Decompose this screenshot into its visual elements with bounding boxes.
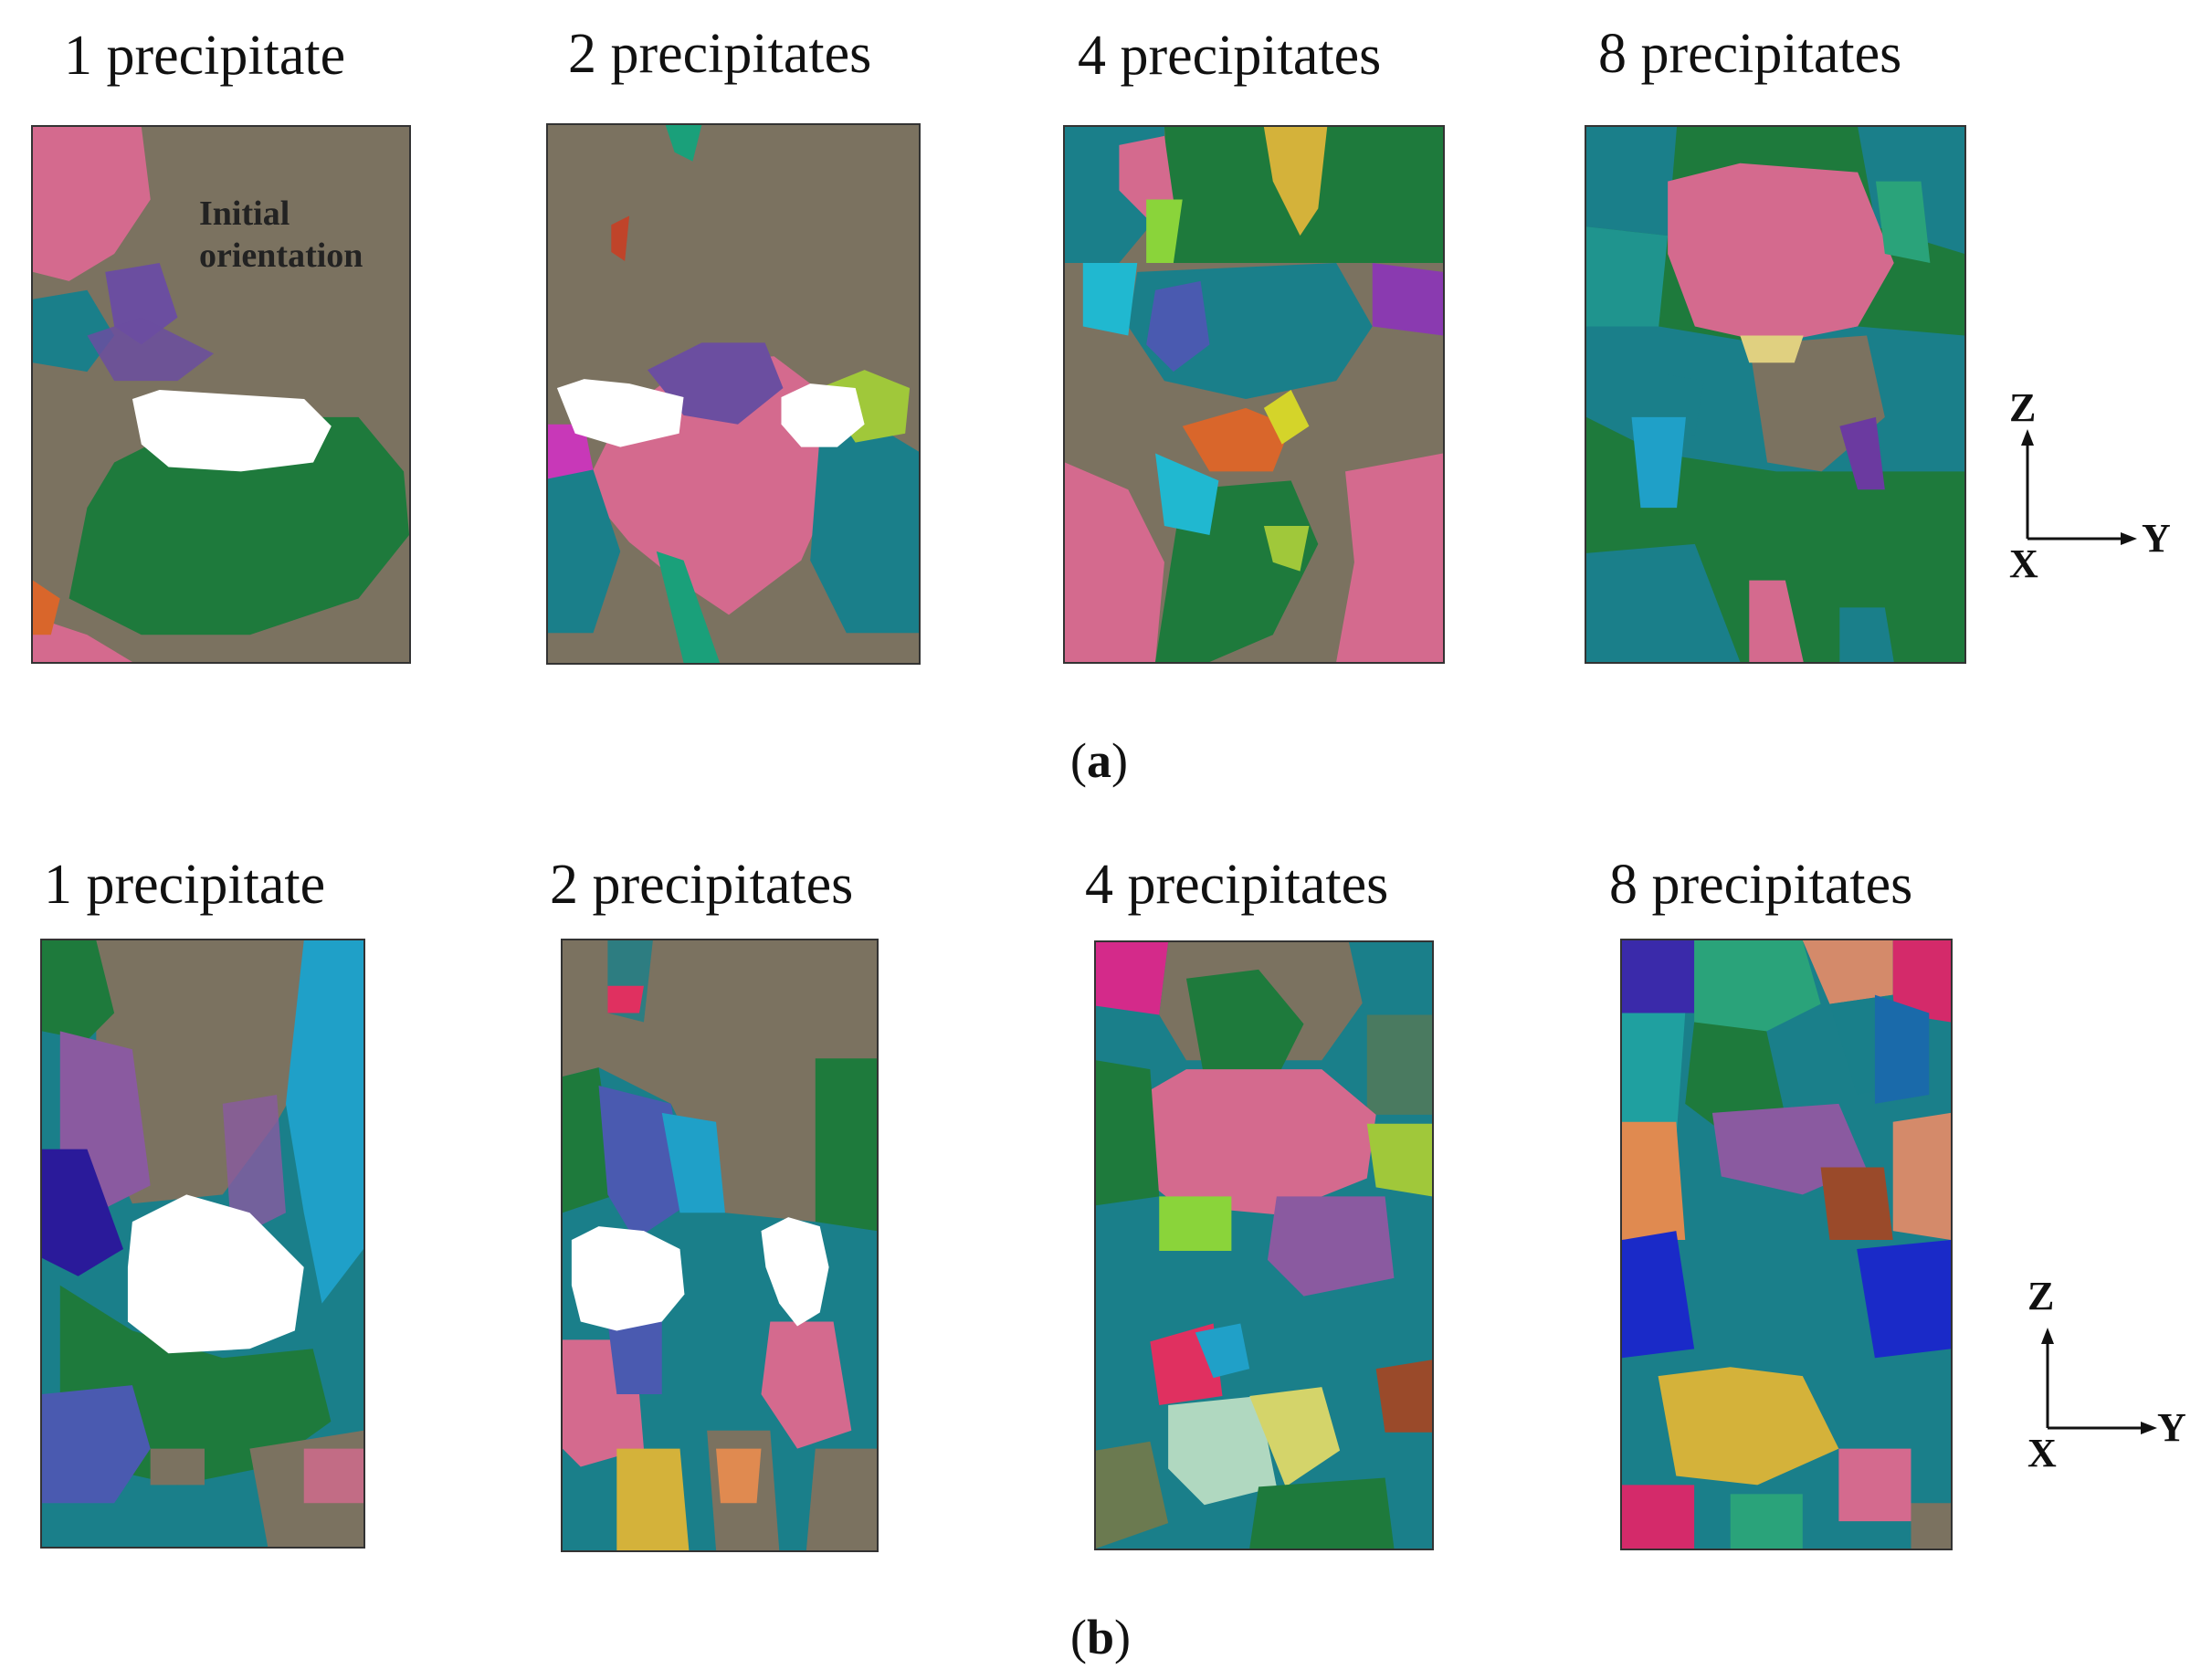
axis-x-label-b: X <box>2027 1431 2057 1475</box>
grain-map-a3 <box>1065 127 1443 662</box>
axis-z-label-b: Z <box>2027 1274 2055 1318</box>
row-a-panel-4 <box>1585 125 1966 664</box>
annotation-line-1: Initial <box>199 194 290 233</box>
row-b-label-4: 8 precipitates <box>1609 854 1913 916</box>
axis-x-label-a: X <box>2009 541 2038 586</box>
row-b-panel-1 <box>40 939 365 1549</box>
grain-map-a1 <box>33 127 409 662</box>
caption-a: (a) <box>1070 736 1128 785</box>
grain-map-b3 <box>1096 942 1432 1549</box>
axis-y-label-b: Y <box>2157 1405 2186 1450</box>
row-b-label-1: 1 precipitate <box>44 854 326 916</box>
row-a-panel-3 <box>1063 125 1445 664</box>
axes-arrows-b <box>2041 1328 2157 1434</box>
axis-z-label-a: Z <box>2009 385 2037 430</box>
row-b-panel-3 <box>1094 940 1434 1550</box>
grain-map-b4 <box>1622 940 1951 1549</box>
row-a-panel-2 <box>546 123 921 665</box>
axes-indicator-a <box>2009 402 2192 584</box>
row-a-label-3: 4 precipitates <box>1078 25 1382 87</box>
row-b-panel-2 <box>561 939 879 1552</box>
grain-map-b2 <box>563 940 877 1550</box>
caption-a-letter: a <box>1086 733 1111 788</box>
row-a-label-1: 1 precipitate <box>64 25 346 87</box>
caption-a-open: ( <box>1070 733 1087 788</box>
axes-indicator-b <box>2029 1291 2201 1474</box>
row-a-panel-1 <box>31 125 411 664</box>
caption-b: (b) <box>1070 1612 1131 1662</box>
axis-y-label-a: Y <box>2142 516 2171 561</box>
annotation-line-2: orientation <box>199 236 363 275</box>
grain-map-a4 <box>1586 127 1964 662</box>
axes-arrows-a <box>2021 429 2137 545</box>
grain-map-a2 <box>548 125 919 663</box>
row-a-label-4: 8 precipitates <box>1598 23 1902 85</box>
row-b-label-3: 4 precipitates <box>1085 854 1389 916</box>
initial-orientation-annotation: Initial orientation <box>199 194 363 277</box>
caption-a-close: ) <box>1111 733 1128 788</box>
caption-b-open: ( <box>1070 1610 1087 1664</box>
row-a-label-2: 2 precipitates <box>568 23 872 85</box>
caption-b-close: ) <box>1114 1610 1132 1664</box>
grain-map-b1 <box>42 940 363 1547</box>
caption-b-letter: b <box>1086 1610 1115 1664</box>
row-b-label-2: 2 precipitates <box>550 854 854 916</box>
row-b-panel-4 <box>1620 939 1953 1550</box>
